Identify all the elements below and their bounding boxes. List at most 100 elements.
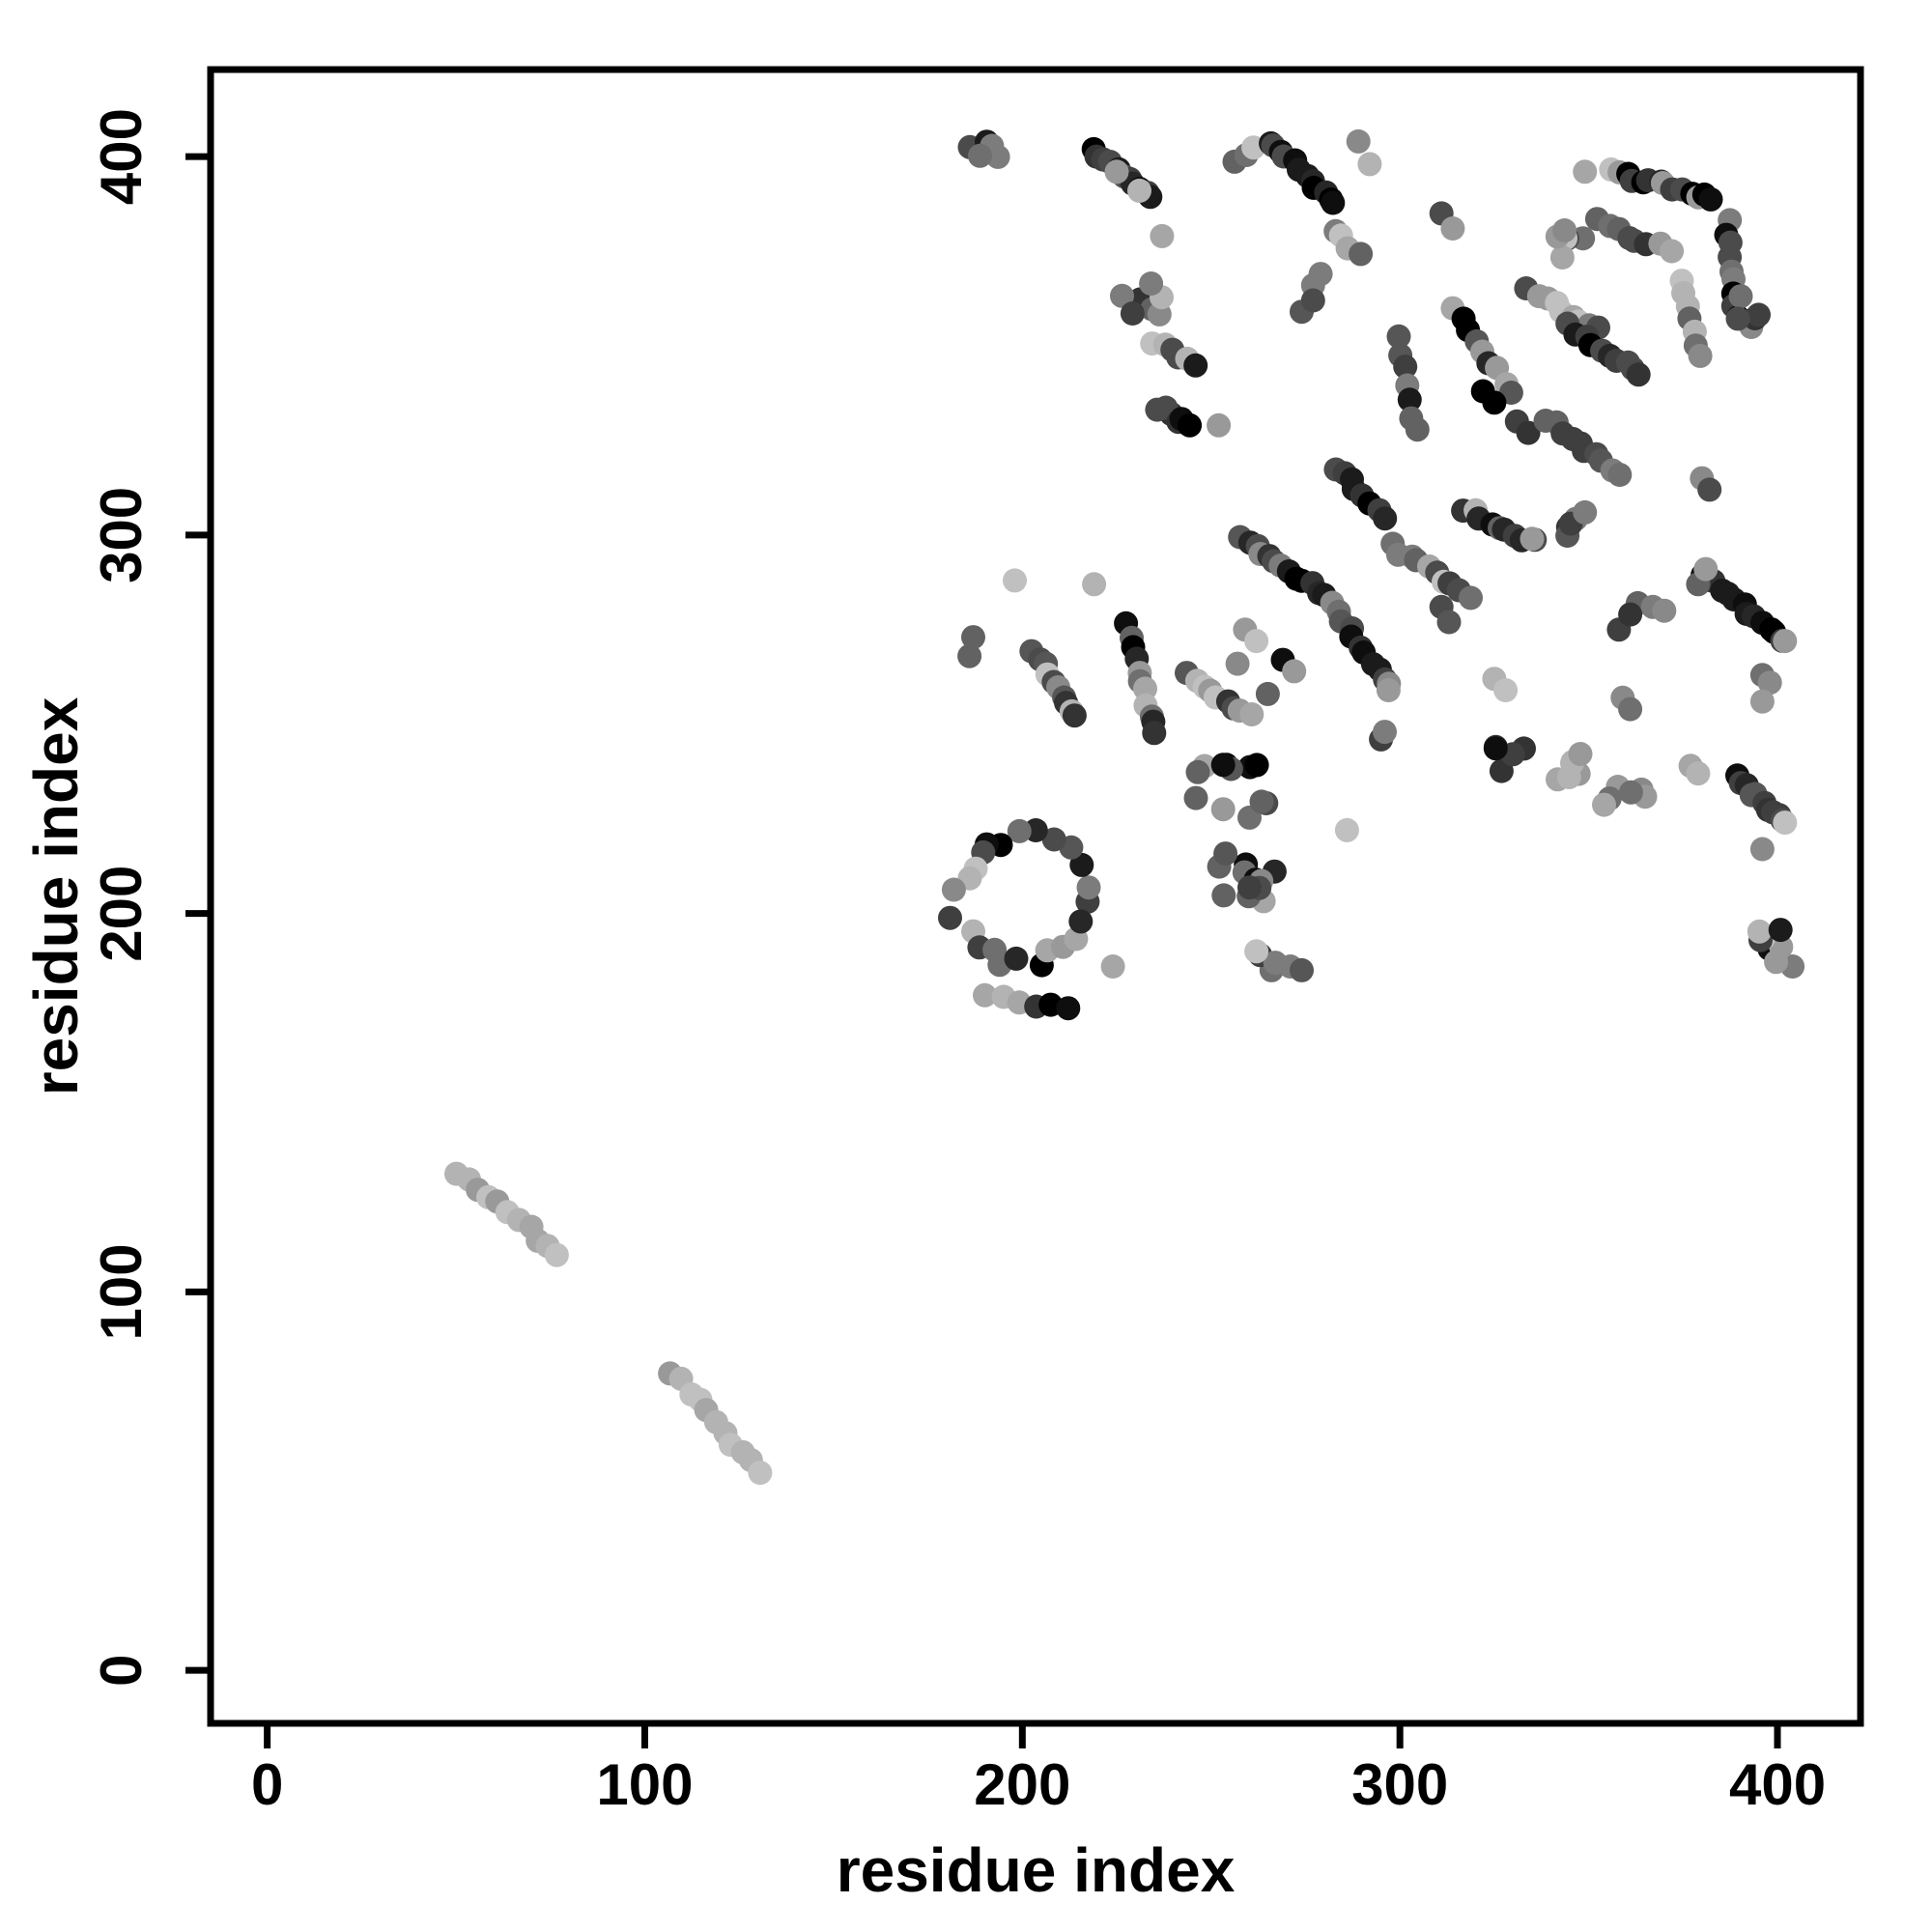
data-point bbox=[1225, 651, 1250, 676]
data-point bbox=[1373, 720, 1397, 745]
data-point bbox=[1516, 420, 1541, 445]
data-point bbox=[1349, 242, 1374, 267]
data-point bbox=[1483, 736, 1508, 761]
x-tick-label: 300 bbox=[1351, 1752, 1448, 1817]
data-point bbox=[1255, 681, 1280, 706]
data-point bbox=[1493, 678, 1519, 702]
plot-border bbox=[207, 66, 1864, 1727]
data-point bbox=[1239, 702, 1264, 726]
data-point bbox=[1573, 159, 1598, 185]
data-point bbox=[1127, 178, 1151, 203]
data-point bbox=[1004, 946, 1029, 971]
x-tick-label: 200 bbox=[974, 1752, 1070, 1817]
data-point bbox=[1041, 827, 1066, 852]
data-point bbox=[1207, 412, 1232, 438]
data-point bbox=[938, 905, 962, 930]
data-point bbox=[1076, 875, 1101, 900]
data-points bbox=[444, 128, 1805, 1486]
data-point bbox=[1003, 568, 1027, 593]
data-point bbox=[1062, 703, 1087, 728]
data-point bbox=[1357, 152, 1382, 177]
data-point bbox=[1725, 306, 1750, 331]
data-point bbox=[1210, 753, 1236, 778]
data-point bbox=[1110, 283, 1134, 308]
data-point bbox=[1237, 875, 1262, 900]
data-point bbox=[1757, 670, 1782, 696]
data-point bbox=[1618, 780, 1643, 805]
data-point bbox=[1068, 909, 1094, 934]
data-point bbox=[1183, 353, 1208, 378]
data-point bbox=[1210, 797, 1236, 822]
y-tick-label: 400 bbox=[89, 108, 154, 205]
data-point bbox=[1773, 810, 1798, 836]
data-point bbox=[1436, 610, 1462, 635]
y-tick-label: 300 bbox=[89, 487, 154, 583]
data-point bbox=[1104, 159, 1129, 185]
y-tick-label: 0 bbox=[89, 1654, 154, 1686]
x-axis-label: residue index bbox=[837, 1835, 1236, 1905]
data-point bbox=[1552, 218, 1577, 242]
data-point bbox=[973, 982, 997, 1008]
x-tick-label: 100 bbox=[596, 1752, 693, 1817]
data-point bbox=[1244, 939, 1269, 964]
data-point bbox=[1749, 837, 1775, 862]
data-point bbox=[1100, 954, 1125, 979]
data-point bbox=[1459, 585, 1483, 611]
data-point bbox=[544, 1242, 569, 1267]
data-point bbox=[1249, 789, 1274, 814]
data-point bbox=[1626, 362, 1651, 387]
data-point bbox=[1520, 526, 1545, 552]
data-point bbox=[1440, 216, 1465, 241]
data-point bbox=[1768, 918, 1793, 943]
data-point bbox=[1376, 678, 1401, 702]
data-point bbox=[748, 1461, 773, 1486]
data-point bbox=[1142, 721, 1167, 746]
data-point bbox=[1618, 602, 1643, 627]
data-point bbox=[1405, 417, 1430, 442]
x-axis: 0 100 200 300 400 bbox=[251, 1723, 1826, 1817]
data-point bbox=[1549, 245, 1575, 270]
data-point bbox=[1244, 629, 1269, 654]
data-point bbox=[1282, 659, 1307, 684]
data-point bbox=[1211, 883, 1236, 908]
data-point bbox=[1185, 759, 1210, 784]
data-point bbox=[1139, 271, 1164, 296]
data-point bbox=[957, 643, 982, 668]
data-point bbox=[1393, 355, 1418, 380]
data-point bbox=[1607, 463, 1633, 487]
y-tick-label: 100 bbox=[89, 1243, 154, 1340]
data-point bbox=[1652, 598, 1677, 623]
data-point bbox=[1618, 696, 1643, 722]
data-point bbox=[1120, 301, 1145, 326]
data-point bbox=[1693, 556, 1719, 582]
x-tick-label: 0 bbox=[251, 1752, 283, 1817]
data-point bbox=[1150, 223, 1175, 248]
data-point bbox=[1300, 288, 1325, 313]
data-point bbox=[1145, 397, 1170, 422]
data-point bbox=[1263, 951, 1288, 976]
data-point bbox=[1056, 996, 1081, 1021]
data-point bbox=[1568, 742, 1593, 766]
data-point bbox=[1334, 817, 1359, 842]
data-point bbox=[1346, 128, 1371, 154]
data-point bbox=[968, 143, 992, 168]
data-point bbox=[1688, 343, 1713, 368]
data-point bbox=[1213, 841, 1238, 867]
data-point bbox=[1773, 629, 1798, 654]
data-point bbox=[941, 877, 966, 902]
x-tick-label: 400 bbox=[1729, 1752, 1826, 1817]
data-point bbox=[1397, 387, 1422, 412]
data-point bbox=[1749, 689, 1775, 714]
data-point bbox=[1386, 324, 1411, 349]
data-point bbox=[1308, 262, 1333, 287]
data-point bbox=[1573, 499, 1598, 525]
data-point bbox=[1069, 852, 1094, 877]
data-point bbox=[1290, 957, 1314, 982]
data-point bbox=[1686, 761, 1711, 786]
data-point bbox=[1373, 506, 1398, 531]
y-tick-label: 200 bbox=[89, 866, 154, 962]
data-point bbox=[1592, 792, 1616, 817]
data-point bbox=[1321, 190, 1346, 215]
